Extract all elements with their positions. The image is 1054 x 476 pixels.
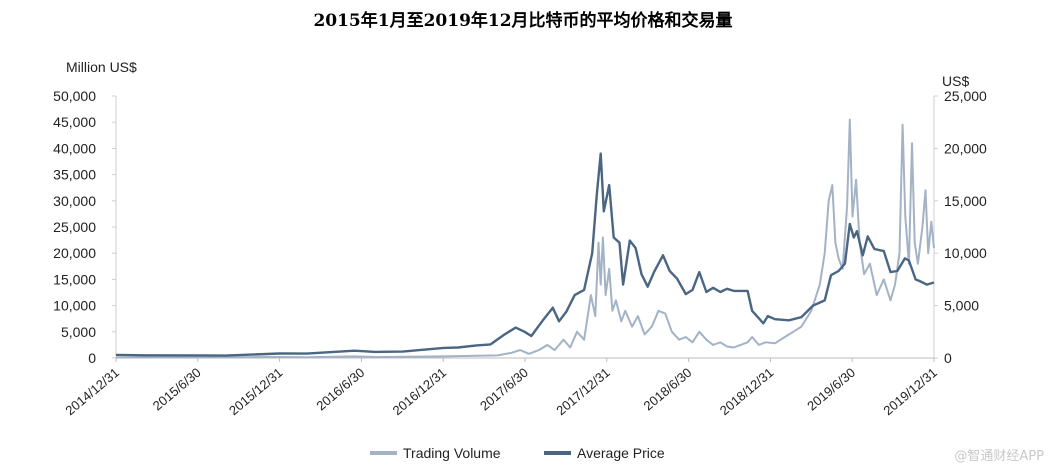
x-axis-ticks: 2014/12/31 2015/6/30 2015/12/31 2016/6/30 20… — [62, 358, 939, 418]
right-tick-label: 15,000 — [944, 193, 987, 209]
left-axis-ticks: 50,000 45,000 40,000 35,000 30,000 25,000 20,0… — [53, 88, 116, 366]
x-tick-label: 2016/6/30 — [313, 365, 367, 414]
series-trading-volume-line — [116, 120, 934, 358]
x-tick-label: 2019/6/30 — [804, 365, 858, 414]
chart-title: 2015年1月至2019年12月比特币的平均价格和交易量 — [313, 10, 732, 31]
x-tick-label: 2015/12/31 — [226, 365, 285, 418]
x-tick-label: 2015/6/30 — [150, 365, 204, 414]
left-tick-label: 35,000 — [53, 167, 96, 183]
left-tick-label: 15,000 — [53, 271, 96, 287]
left-tick-label: 0 — [88, 350, 96, 366]
right-tick-label: 25,000 — [944, 88, 987, 104]
series-average-price-line — [116, 154, 934, 356]
x-tick-label: 2014/12/31 — [62, 365, 121, 418]
left-tick-label: 40,000 — [53, 140, 96, 156]
watermark: @智通财经APP — [954, 449, 1044, 464]
right-tick-label: 20,000 — [944, 140, 987, 156]
left-tick-label: 20,000 — [53, 245, 96, 261]
x-tick-label: 2018/12/31 — [717, 365, 776, 418]
legend: Trading Volume Average Price — [370, 445, 665, 461]
legend-label-trading-volume: Trading Volume — [403, 445, 501, 461]
x-tick-label: 2018/6/30 — [641, 365, 695, 414]
x-tick-label: 2019/12/31 — [880, 365, 939, 418]
x-tick-label: 2017/6/30 — [477, 365, 531, 414]
left-tick-label: 30,000 — [53, 193, 96, 209]
right-axis-ticks: 25,000 20,000 15,000 10,000 5,000 0 — [934, 88, 987, 366]
right-tick-label: 10,000 — [944, 245, 987, 261]
left-tick-label: 5,000 — [61, 324, 96, 340]
right-axis-label: US$ — [942, 73, 969, 89]
x-tick-label: 2017/12/31 — [553, 365, 612, 418]
legend-label-average-price: Average Price — [577, 445, 665, 461]
left-tick-label: 50,000 — [53, 88, 96, 104]
right-tick-label: 5,000 — [944, 298, 979, 314]
left-tick-label: 25,000 — [53, 219, 96, 235]
left-tick-label: 10,000 — [53, 298, 96, 314]
x-tick-label: 2016/12/31 — [390, 365, 449, 418]
left-tick-label: 45,000 — [53, 114, 96, 130]
right-tick-label: 0 — [944, 350, 952, 366]
left-axis-label: Million US$ — [66, 59, 137, 75]
